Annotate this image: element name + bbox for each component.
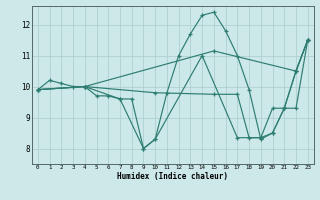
X-axis label: Humidex (Indice chaleur): Humidex (Indice chaleur) [117,172,228,181]
